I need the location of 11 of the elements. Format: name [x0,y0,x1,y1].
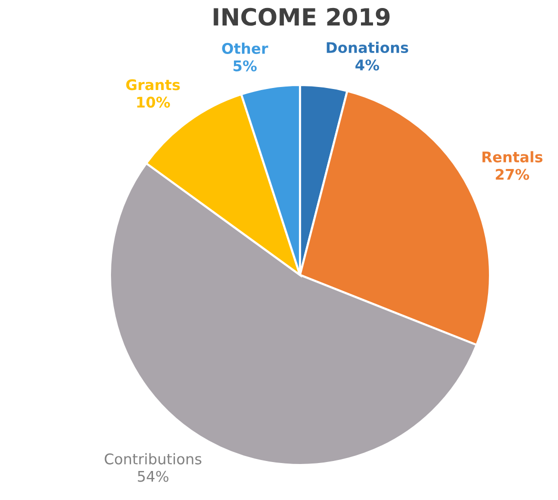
data-label: 54% [138,470,168,482]
slice-label: Other [222,42,268,54]
slice-label: Contributions [104,453,202,464]
data-label: 27% [496,168,530,180]
slice-label: Grants [126,79,180,90]
data-label: 4% [355,59,380,70]
slice-label: Rentals [482,151,542,162]
data-label: 5% [234,60,257,72]
chart-title: INCOME 2019 [214,8,390,26]
slice-label: Donations [326,42,408,54]
data-label: 10% [137,96,170,108]
